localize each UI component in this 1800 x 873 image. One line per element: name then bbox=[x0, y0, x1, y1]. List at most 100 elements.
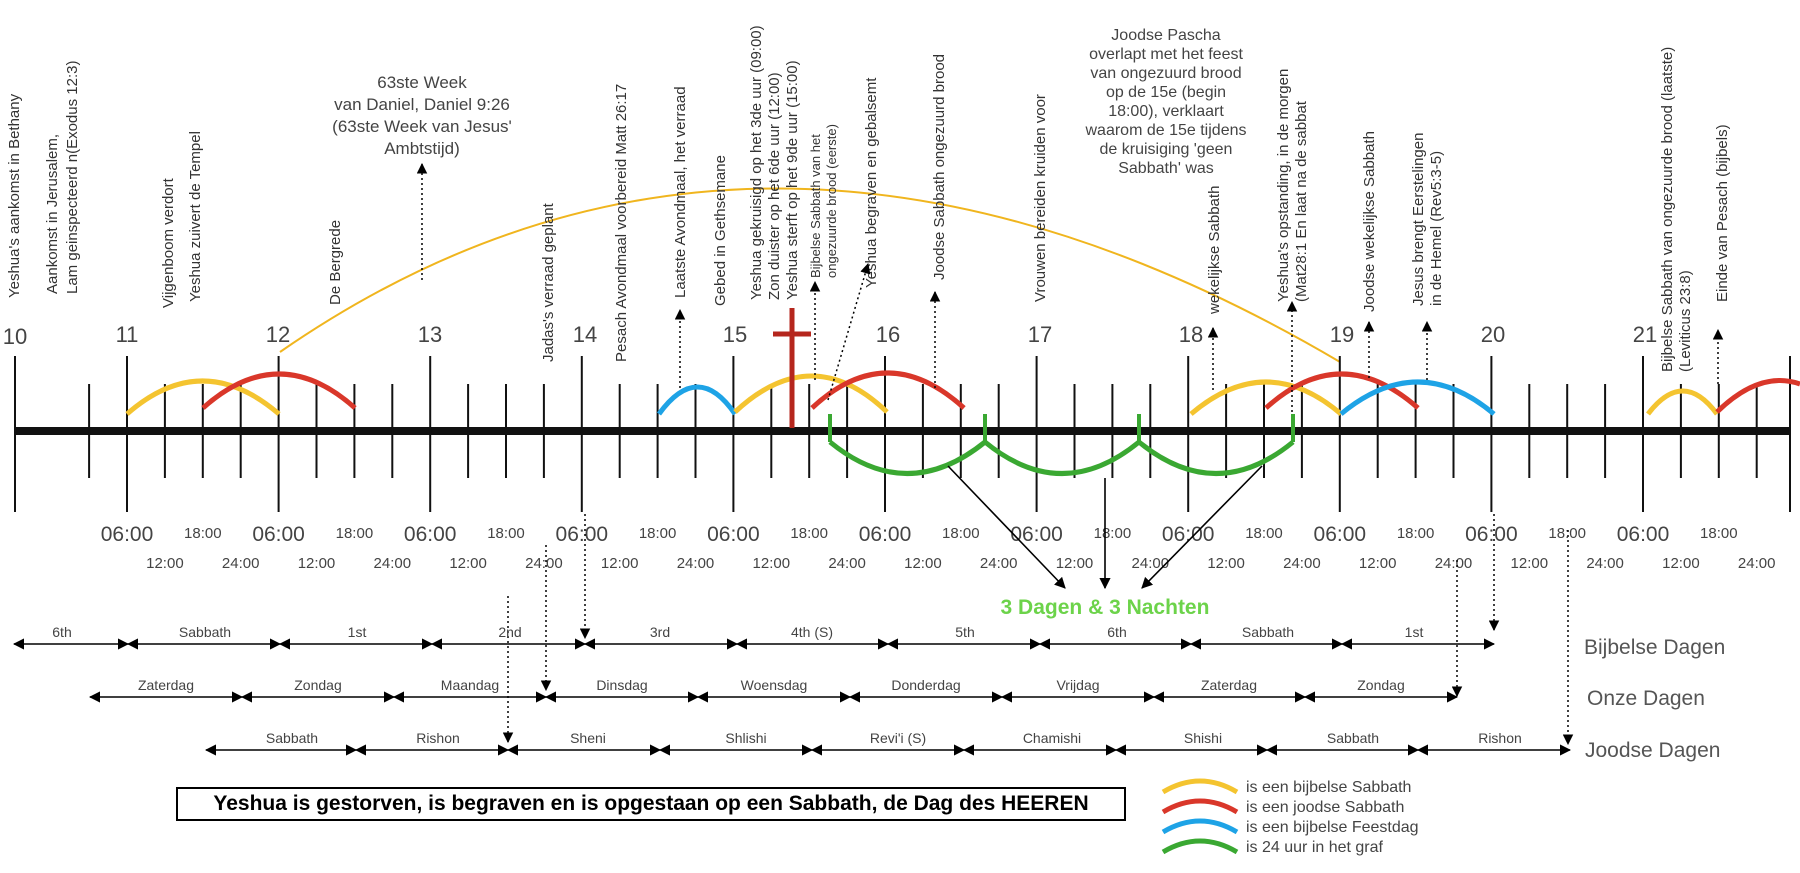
day-number: 20 bbox=[1481, 322, 1505, 347]
time-label-1200: 12:00 bbox=[753, 555, 791, 572]
legend-swatch-biblical-sabbath bbox=[1161, 778, 1239, 795]
callout-line: overlapt met het feest bbox=[1089, 46, 1243, 63]
calendar-segment-label: Sabbath bbox=[266, 730, 318, 746]
callout-line: (63ste Week van Jesus' bbox=[332, 117, 512, 136]
day-number: 14 bbox=[573, 322, 597, 347]
callout-line: Joodse Pascha bbox=[1111, 27, 1221, 44]
calendar-segment-label: 4th (S) bbox=[791, 624, 833, 640]
calendar-segment-label: 6th bbox=[52, 624, 71, 640]
time-label-2400: 24:00 bbox=[828, 555, 866, 572]
time-label-1200: 12:00 bbox=[1511, 555, 1549, 572]
week-arc bbox=[279, 187, 1341, 363]
callout-line: 63ste Week bbox=[377, 73, 467, 92]
week-63-callout: 63ste Week van Daniel, Daniel 9:26 (63st… bbox=[332, 73, 512, 158]
time-label-2400: 24:00 bbox=[1738, 555, 1776, 572]
time-label-0600: 06:00 bbox=[859, 523, 912, 546]
event-label: Lam geinspecteerd n(Exodus 12:3) bbox=[64, 61, 81, 294]
calendar-segment-label: Rishon bbox=[416, 730, 460, 746]
event-label: Jesus brengt Eerstelingen bbox=[1410, 133, 1427, 306]
time-label-1800: 18:00 bbox=[184, 525, 222, 542]
pointer-arrows bbox=[416, 162, 1724, 746]
calendar-segment-label: Dinsdag bbox=[596, 677, 647, 693]
time-label-0600: 06:00 bbox=[1010, 523, 1063, 546]
legend-swatch-feast-day bbox=[1161, 818, 1239, 835]
callout-line: van ongezuurd brood bbox=[1090, 65, 1241, 82]
time-label-1800: 18:00 bbox=[336, 525, 374, 542]
calendar-segment-label: 6th bbox=[1107, 624, 1126, 640]
time-label-0600: 06:00 bbox=[707, 523, 760, 546]
event-label: Vrouwen bereiden kruiden voor bbox=[1032, 94, 1049, 302]
calendar-segment-label: Maandag bbox=[441, 677, 499, 693]
three-days-arrows bbox=[947, 465, 1263, 590]
pascha-callout: Joodse Pascha overlapt met het feest van… bbox=[1085, 27, 1247, 177]
biblical-sabbath-arc bbox=[1189, 379, 1343, 416]
callout-line: 18:00), verklaart bbox=[1108, 103, 1224, 120]
time-label-0600: 06:00 bbox=[252, 523, 305, 546]
event-label: (Mat28:1 En laat na de sabbat bbox=[1293, 100, 1310, 302]
time-label-0600: 06:00 bbox=[1314, 523, 1367, 546]
callout-line: Sabbath' was bbox=[1118, 160, 1214, 177]
calendar-segment-label: 5th bbox=[955, 624, 974, 640]
calendar-segment-label: Sabbath bbox=[179, 624, 231, 640]
day-number: 12 bbox=[266, 322, 290, 347]
time-label-1200: 12:00 bbox=[298, 555, 336, 572]
event-label: ongezuurde brood (eerste) bbox=[824, 124, 839, 278]
feast-day-arc bbox=[656, 384, 738, 416]
legend: is een bijbelse Sabbath is een joodse Sa… bbox=[1161, 778, 1419, 856]
time-label-2400: 24:00 bbox=[222, 555, 260, 572]
jewish-sabbath-arc bbox=[1715, 378, 1800, 414]
event-label: Aankomst in Jerusalem, bbox=[44, 134, 61, 294]
time-label-1800: 18:00 bbox=[1548, 525, 1586, 542]
legend-label: is 24 uur in het graf bbox=[1246, 839, 1384, 856]
legend-label: is een bijbelse Sabbath bbox=[1246, 779, 1411, 796]
day-number: 13 bbox=[418, 322, 442, 347]
time-label-2400: 24:00 bbox=[1283, 555, 1321, 572]
legend-swatch-grave bbox=[1161, 838, 1239, 855]
grave-arc bbox=[983, 440, 1141, 476]
period-arcs bbox=[125, 370, 1800, 416]
event-label: (Leviticus 23:8) bbox=[1677, 270, 1694, 372]
time-label-1200: 12:00 bbox=[601, 555, 639, 572]
event-label: Yeshua sterft op het 9de uur (15:00) bbox=[784, 60, 801, 300]
event-label: Pesach Avondmaal voorbereid Matt 26:17 bbox=[613, 84, 630, 362]
time-label-1200: 12:00 bbox=[904, 555, 942, 572]
day-number: 16 bbox=[876, 322, 900, 347]
time-label-2400: 24:00 bbox=[1435, 555, 1473, 572]
calendar-segment-label: Woensdag bbox=[741, 677, 808, 693]
day-number: 15 bbox=[723, 322, 747, 347]
grave-arc bbox=[828, 440, 987, 476]
day-number: 17 bbox=[1028, 322, 1052, 347]
calendar-segment-label: Zaterdag bbox=[1201, 677, 1257, 693]
grave-arc bbox=[1137, 440, 1295, 476]
callout-line: waarom de 15e tijdens bbox=[1085, 122, 1247, 139]
time-label-1200: 12:00 bbox=[1207, 555, 1245, 572]
three-days-label: 3 Dagen & 3 Nachten bbox=[1001, 596, 1210, 619]
callout-line: van Daniel, Daniel 9:26 bbox=[334, 95, 510, 114]
time-label-1800: 18:00 bbox=[639, 525, 677, 542]
time-label-0600: 06:00 bbox=[1162, 523, 1215, 546]
event-label: Joodse Sabbath ongezuurd brood bbox=[931, 54, 948, 280]
event-label: Laatste Avondmaal, het verraad bbox=[672, 86, 689, 298]
calendar-row-title: Bijbelse Dagen bbox=[1584, 636, 1725, 659]
callout-line: de kruisiging 'geen bbox=[1100, 141, 1233, 158]
time-label-1800: 18:00 bbox=[1397, 525, 1435, 542]
cross-icon bbox=[773, 308, 811, 428]
calendar-segment-label: Sabbath bbox=[1327, 730, 1379, 746]
event-label: Yeshua zuivert de Tempel bbox=[187, 131, 204, 302]
event-label: Yeshua begraven en gebalsemt bbox=[863, 77, 880, 288]
time-label-1800: 18:00 bbox=[942, 525, 980, 542]
biblical-sabbath-arc bbox=[733, 373, 889, 414]
event-label: De Bergrede bbox=[327, 220, 344, 305]
event-label: in de Hemel (Rev5:3-5) bbox=[1428, 151, 1445, 306]
time-label-2400: 24:00 bbox=[980, 555, 1018, 572]
calendar-segment-label: Donderdag bbox=[891, 677, 960, 693]
event-label: Yeshua's opstanding, in de morgen bbox=[1275, 69, 1292, 302]
jewish-sabbath-arc bbox=[1264, 371, 1420, 410]
biblical-sabbath-arc bbox=[125, 378, 281, 416]
time-label-1200: 12:00 bbox=[1662, 555, 1700, 572]
feast-day-arc bbox=[1339, 379, 1496, 416]
time-label-1800: 18:00 bbox=[1245, 525, 1283, 542]
calendar-segment-label: Revi'i (S) bbox=[870, 730, 926, 746]
legend-swatch-jewish-sabbath bbox=[1161, 798, 1239, 815]
